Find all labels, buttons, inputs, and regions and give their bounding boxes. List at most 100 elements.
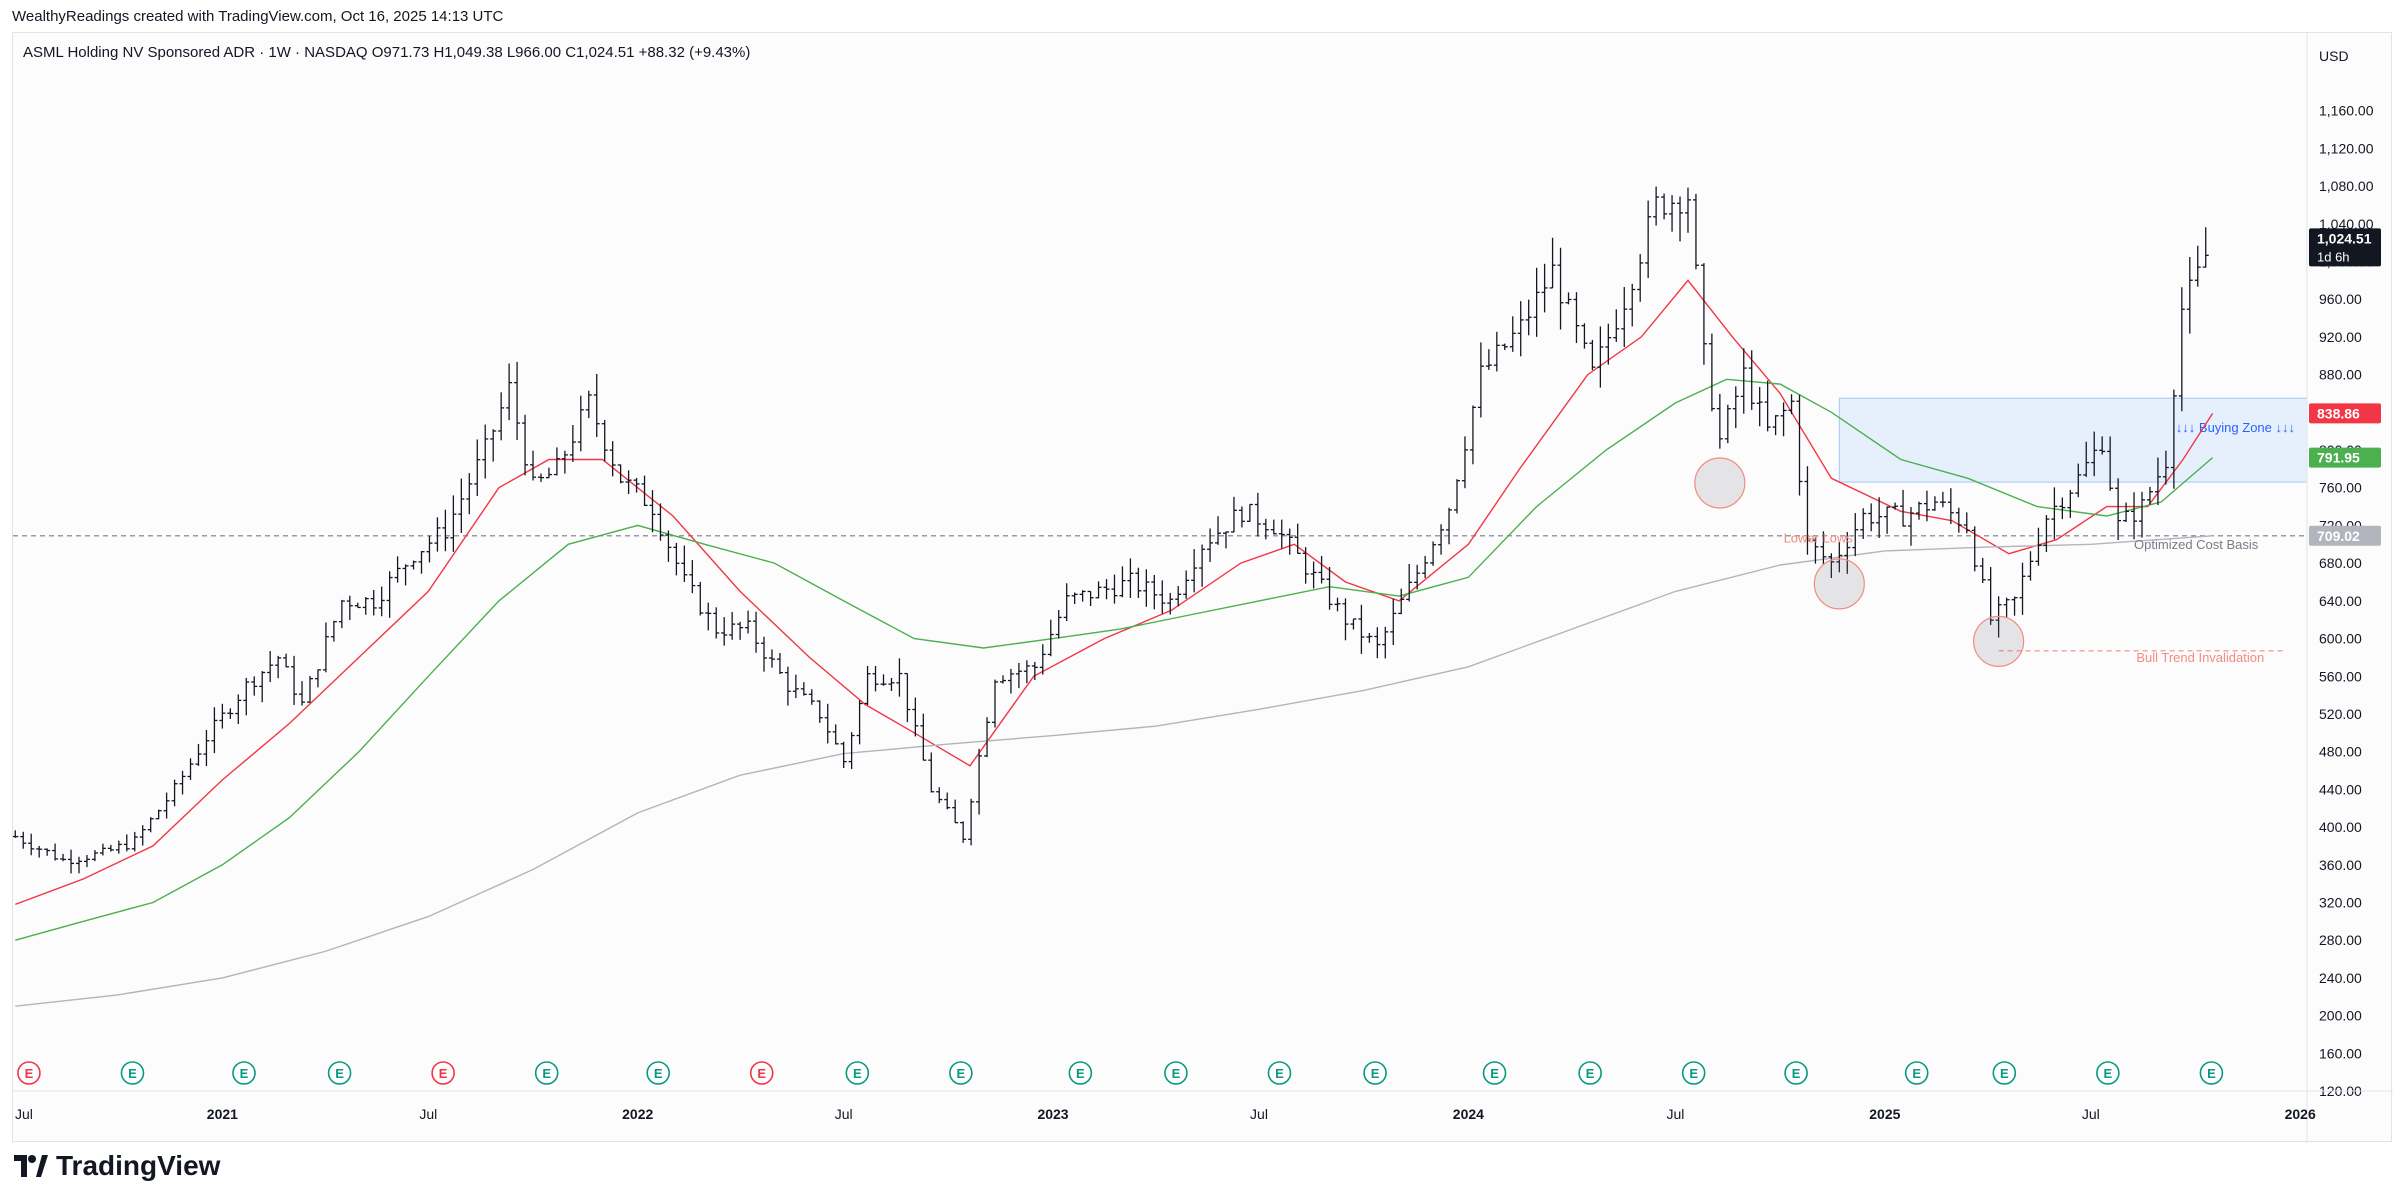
earnings-icon[interactable]: E (1068, 1061, 1093, 1085)
ohlc-bar (243, 677, 250, 716)
earnings-icon-letter: E (957, 1066, 966, 1081)
earnings-icon[interactable]: E (1482, 1061, 1507, 1085)
earnings-icon[interactable]: E (1578, 1061, 1602, 1085)
ohlc-bar (2123, 502, 2130, 523)
annotation-1: Optimized Cost Basis (2134, 537, 2259, 552)
earnings-icon-circle (1784, 1061, 1808, 1085)
earnings-icon-circle (749, 1061, 774, 1085)
ohlc-bar (1015, 662, 1022, 689)
ohlc-bar (872, 665, 879, 692)
ohlc-bar (1724, 404, 1731, 444)
ohlc-bar (2019, 562, 2026, 615)
earnings-icon[interactable]: E (327, 1061, 352, 1085)
ohlc-bar (163, 792, 170, 819)
ohlc-bar (1039, 644, 1046, 675)
earnings-icon-circle (1992, 1061, 2017, 1085)
earnings-icon[interactable]: E (431, 1061, 455, 1085)
earnings-icon[interactable]: E (1363, 1061, 1387, 1085)
earnings-icon-circle (431, 1061, 455, 1085)
earnings-icon[interactable]: E (2199, 1061, 2224, 1085)
earnings-icon-letter: E (542, 1066, 551, 1081)
ohlc-bar (1382, 626, 1389, 659)
ohlc-bar (267, 651, 274, 682)
earnings-icon[interactable]: E (1904, 1061, 1929, 1085)
chart-frame[interactable]: ↓↓↓ Buying Zone ↓↓↓ Lower Lows Optimized … (12, 32, 2393, 1143)
earnings-icon-letter: E (1689, 1066, 1698, 1081)
ohlc-bar (1278, 519, 1285, 549)
ohlc-bar (1963, 512, 1970, 534)
earnings-icon[interactable]: E (1992, 1061, 2017, 1085)
ohlc-bar (1230, 496, 1237, 533)
price-tag-0: 1,024.51 1d 6h (2309, 228, 2381, 267)
plot-area[interactable] (13, 33, 2307, 1091)
ohlc-bar (211, 707, 218, 754)
earnings-icon[interactable]: E (534, 1061, 559, 1085)
earnings-icon[interactable]: E (646, 1061, 670, 1085)
earnings-icon[interactable]: E (120, 1061, 145, 1085)
ohlc-bar (2003, 597, 2010, 618)
price-chart[interactable]: ↓↓↓ Buying Zone ↓↓↓ Lower Lows Optimized … (13, 33, 2393, 1143)
earnings-icon-circle (1363, 1061, 1387, 1085)
ohlc-bar (227, 708, 234, 719)
ohlc-bar (378, 586, 385, 617)
earnings-icon[interactable]: E (17, 1061, 41, 1085)
ohlc-bar (1788, 394, 1795, 415)
ohlc-bar (1215, 516, 1222, 545)
ohlc-bar (816, 700, 823, 723)
ohlc-bar (1183, 570, 1190, 599)
earnings-icon[interactable]: E (1267, 1061, 1292, 1085)
ohlc-bar (673, 542, 680, 576)
earnings-icon[interactable]: E (949, 1061, 973, 1085)
ohlc-bar (681, 545, 688, 582)
price-tag-text: 1,024.51 (2317, 230, 2372, 246)
earnings-icon[interactable]: E (1164, 1061, 1188, 1085)
ohlc-bar (514, 361, 521, 441)
ohlc-bar (354, 602, 361, 609)
earnings-icon[interactable]: E (749, 1061, 774, 1085)
ohlc-bar (1262, 518, 1269, 540)
ohlc-bar (1700, 263, 1707, 365)
ohlc-bar (1557, 247, 1564, 330)
ohlc-bar (784, 666, 791, 706)
ohlc-bar (1549, 237, 1556, 289)
earnings-icon[interactable]: E (1784, 1061, 1808, 1085)
earnings-icon[interactable]: E (232, 1061, 256, 1085)
ohlc-bar (283, 653, 290, 668)
earnings-icon-circle (1904, 1061, 1929, 1085)
ohlc-bar (944, 792, 951, 810)
ohlc-bar (1477, 342, 1484, 418)
ohlc-bar (1398, 588, 1405, 615)
ohlc-bar (44, 848, 51, 856)
ohlc-bar (912, 697, 919, 737)
ohlc-bar (976, 748, 983, 815)
ohlc-bar (705, 602, 712, 631)
ohlc-bar (1143, 569, 1150, 607)
currency-label[interactable]: USD (2319, 48, 2349, 64)
ohlc-bar (2115, 478, 2122, 541)
ohlc-bar (1071, 592, 1078, 605)
earnings-icon[interactable]: E (2096, 1061, 2120, 1085)
ohlc-bar (1501, 343, 1508, 351)
tradingview-logo[interactable]: TradingView (14, 1150, 220, 1182)
price-tick-label: 1,160.00 (2319, 103, 2374, 119)
ohlc-bar (1509, 316, 1516, 352)
earnings-icon-circle (327, 1061, 352, 1085)
ohlc-bar (522, 414, 529, 476)
price-tick-label: 1,120.00 (2319, 140, 2374, 156)
price-tag-1: 838.86 (2309, 403, 2381, 424)
ohlc-bar (1119, 566, 1126, 598)
earnings-icon-letter: E (25, 1066, 34, 1081)
ohlc-bar (1661, 193, 1668, 220)
ohlc-bar (1159, 580, 1166, 614)
price-tick-label: 320.00 (2319, 894, 2362, 910)
ohlc-bar (370, 589, 377, 616)
ohlc-bar (888, 677, 895, 691)
price-tag-3: 709.02 (2309, 525, 2381, 546)
earnings-icon[interactable]: E (1681, 1061, 1706, 1085)
ohlc-bar (1947, 488, 1954, 525)
ohlc-bar (1884, 506, 1891, 534)
ohlc-bar (537, 473, 544, 482)
earnings-icon[interactable]: E (845, 1061, 870, 1085)
ohlc-bar (1780, 402, 1787, 437)
ohlc-bar (2027, 551, 2034, 581)
